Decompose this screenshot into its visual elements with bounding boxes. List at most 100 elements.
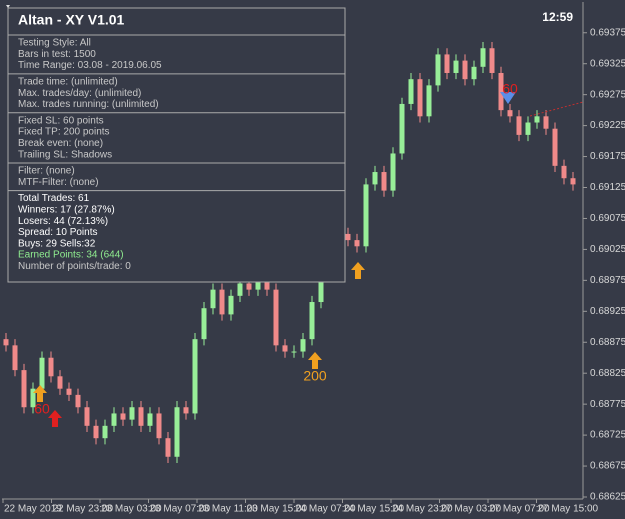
panel-line: Number of points/trade: 0 [18,261,131,272]
panel-line: Winners: 17 (27.87%) [18,205,115,216]
panel-line: Time Range: 03.08 - 2019.06.05 [18,60,162,71]
y-tick-label: 0.69275 [590,89,625,100]
y-tick-label: 0.68875 [590,337,625,348]
candle-body [120,413,126,420]
candle-body [39,357,45,389]
candle-body [138,407,144,426]
panel-line: MTF-Filter: (none) [18,177,99,188]
panel-line: Fixed SL: 60 points [18,115,104,126]
candle-body [21,370,27,408]
candle-body [489,48,495,73]
panel-line: Testing Style: All [18,38,91,49]
panel-line: Max. trades/day: (unlimited) [18,88,141,99]
panel-line: Filter: (none) [18,166,75,177]
x-tick-label: 27 May 07:00 [489,504,550,515]
y-tick-label: 0.68775 [590,399,625,410]
panel-line: Spread: 10 Points [18,227,98,238]
candle-body [417,79,423,117]
candle-body [444,54,450,73]
candle-body [30,388,36,408]
x-tick-label: 24 May 07:00 [295,504,356,515]
clock: 12:59 [542,10,573,24]
candle-body [372,172,378,185]
candle-body [93,425,99,439]
candle-body [408,79,414,104]
candle-body [201,308,207,340]
x-tick-label: 23 May 11:00 [198,504,258,515]
candle-body [102,425,108,439]
trade-label: 200 [303,368,327,384]
candle-body [156,413,162,439]
y-tick-label: 0.69175 [590,151,625,162]
candle-body [543,116,549,129]
candle-body [3,339,9,346]
candle-body [273,289,279,346]
x-tick-label: 22 May 23:00 [53,504,114,515]
trade-arrow [351,262,365,279]
panel-line: Losers: 44 (72.13%) [18,216,108,227]
candle-body [48,357,54,377]
x-tick-label: 22 May 2019 [4,504,62,515]
y-tick-label: 0.69025 [590,244,625,255]
y-tick-label: 0.68675 [590,461,625,472]
candle-body [210,289,216,309]
candle-body [66,388,72,395]
x-tick-label: 23 May 03:00 [101,504,162,515]
y-tick-label: 0.68975 [590,275,625,286]
candle-body [435,54,441,86]
candle-body [174,407,180,457]
candle-body [57,376,63,389]
x-tick-label: 23 May 15:00 [247,504,308,515]
candle-body [516,116,522,135]
y-tick-label: 0.69325 [590,58,625,69]
trade-label: 60 [34,401,50,417]
candle-body [498,72,504,111]
candle-body [462,60,468,80]
trade-arrow [500,92,516,104]
y-tick-label: 0.69075 [590,213,625,224]
x-tick-label: 24 May 23:00 [392,504,453,515]
candle-body [147,413,153,426]
y-tick-label: 0.68925 [590,306,625,317]
panel-title: Altan - XY V1.01 [18,12,125,28]
trade-arrow [308,352,322,369]
candle-body [471,66,477,80]
candle-body [12,345,18,371]
panel-line: Bars in test: 1500 [18,49,96,60]
panel-line: Trade time: (unlimited) [18,77,118,88]
panel-line: Buys: 29 Sells:32 [18,238,96,249]
candle-body [228,295,234,315]
stop-line [529,101,584,117]
candle-body [399,103,405,154]
candle-body [453,60,459,73]
candle-body [480,48,486,67]
trade-arrow [48,410,62,427]
y-tick-label: 0.69125 [590,182,625,193]
panel-line: Break even: (none) [18,138,103,149]
candle-body [246,283,252,290]
candle-body [552,128,558,166]
panel-box [7,7,346,283]
candle-body [570,178,576,185]
candle-body [309,302,315,340]
info-panel: Altan - XY V1.01 Testing Style: AllBars … [6,5,346,283]
candle-body [561,165,567,179]
candle-body [237,283,243,296]
trade-arrow [33,385,47,402]
candle-body [390,153,396,191]
candle-body [507,110,513,117]
candle-body [300,339,306,352]
candle-body [525,122,531,135]
candle-body [111,413,117,426]
candle-body [363,184,369,247]
panel-line: Max. trades running: (unlimited) [18,99,159,110]
candle-body [426,85,432,117]
panel-toggle[interactable] [6,5,10,8]
candle-body [84,407,90,426]
candle-body [129,407,135,420]
candle-body [534,116,540,123]
panel-line: Fixed TP: 200 points [18,127,110,138]
candle-body [318,271,324,303]
x-tick-label: 27 May 03:00 [441,504,502,515]
